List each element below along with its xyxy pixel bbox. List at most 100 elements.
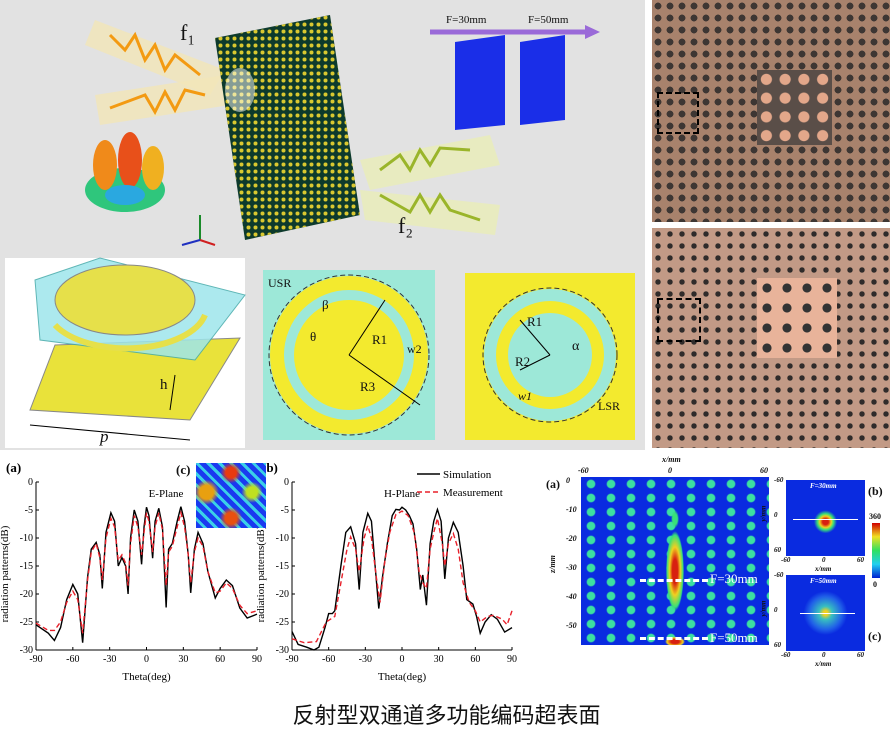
map-title: F=50mm xyxy=(810,577,837,585)
y-tick-label: 0 xyxy=(774,606,778,614)
x-tick-label: -60 xyxy=(578,466,589,475)
map-title: F=30mm xyxy=(810,482,837,490)
focus-label-30: F=30mm xyxy=(446,14,487,26)
x-tick-label: 0 xyxy=(400,654,405,665)
x-tick-label: 0 xyxy=(144,654,149,665)
x-tick-label: 60 xyxy=(760,466,768,475)
annotation-f50: F=50mm xyxy=(710,630,758,645)
theta-label: θ xyxy=(310,329,317,344)
x-tick-label: 0 xyxy=(668,466,672,475)
x-tick-label: -30 xyxy=(359,654,372,665)
x-axis-label: Theta(deg) xyxy=(122,671,171,683)
panel-label: (b) xyxy=(868,484,883,498)
y-tick-label: -10 xyxy=(566,505,577,514)
alpha-label: α xyxy=(572,339,580,354)
series-line-measurement xyxy=(291,510,513,644)
y-tick-label: 0 xyxy=(566,476,570,485)
y-axis-label: radiation patterns(dB) xyxy=(255,525,267,622)
x-tick-label: 0 xyxy=(822,556,826,564)
lsr-r1-label: R1 xyxy=(527,314,543,329)
legend-label: Measurement xyxy=(443,487,503,499)
chart-title: H-Plane xyxy=(384,488,420,500)
series-line-simulation xyxy=(291,506,513,651)
x-tick-label: -60 xyxy=(781,651,791,659)
inset-label: (c) xyxy=(176,462,191,477)
colorbar-max: 360 xyxy=(869,512,881,521)
colorbar xyxy=(872,523,880,578)
x-tick-label: -30 xyxy=(103,654,116,665)
lsr-label: LSR xyxy=(598,399,621,413)
x-tick-label: -60 xyxy=(322,654,335,665)
radiation-pattern-charts: -90 -60 -30 0 30 60 90 0 -5 -10 -15 -20 -25 -30 Theta(… xyxy=(0,460,517,683)
legend-label: Simulation xyxy=(443,469,492,481)
x-tick-label: -90 xyxy=(29,654,42,665)
colorbar-min: 0 xyxy=(873,580,877,589)
r1-label: R1 xyxy=(372,332,388,347)
fabricated-usr-photo xyxy=(652,0,890,222)
y-axis-label: radiation patterns(dB) xyxy=(0,525,11,622)
y-tick-label: -15 xyxy=(20,561,33,572)
x-tick-label: 60 xyxy=(857,651,864,659)
focusing-field-map xyxy=(581,477,769,645)
y-tick-label: -60 xyxy=(774,571,784,579)
x-tick-label: 60 xyxy=(215,654,225,665)
y-tick-label: -60 xyxy=(774,476,784,484)
y-tick-label: 0 xyxy=(774,511,778,519)
x-tick-label: 30 xyxy=(434,654,444,665)
x-tick-label: 0 xyxy=(822,651,826,659)
w2-label: w2 xyxy=(407,342,422,356)
annotation-f30: F=30mm xyxy=(710,571,758,586)
dual-channel-schematic: f₁ f₂ F=30mm F=50mm h p USR β θ R1 R3 w2… xyxy=(0,0,645,450)
panel-label: (c) xyxy=(868,629,882,643)
y-tick-label: -50 xyxy=(566,621,577,630)
y-tick-label: -5 xyxy=(25,505,33,516)
p-label: p xyxy=(100,427,109,446)
focus-label-50: F=50mm xyxy=(528,14,569,26)
usr-label: USR xyxy=(268,276,292,290)
y-tick-label: -10 xyxy=(276,533,289,544)
y-tick-label: -25 xyxy=(276,617,289,628)
y-tick-label: 60 xyxy=(774,641,781,649)
y-tick-label: -40 xyxy=(566,592,577,601)
x-tick-label: 90 xyxy=(252,654,262,665)
x-tick-label: -60 xyxy=(66,654,79,665)
x-axis-label: x/mm xyxy=(815,565,832,573)
panel-label: (a) xyxy=(546,477,560,491)
x-axis-label: Theta(deg) xyxy=(378,671,427,683)
x-axis-label: x/mm xyxy=(662,455,681,464)
chart-title: E-Plane xyxy=(149,488,184,500)
beta-label: β xyxy=(322,297,329,312)
f1-label: f₁ xyxy=(180,20,195,45)
y-tick-label: -15 xyxy=(276,561,289,572)
y-axis-label: y/mm xyxy=(759,600,768,617)
x-tick-label: 60 xyxy=(470,654,480,665)
w1-label: w1 xyxy=(518,389,533,403)
x-tick-label: -90 xyxy=(285,654,298,665)
x-tick-label: -60 xyxy=(781,556,791,564)
focus-line-30 xyxy=(640,579,708,582)
y-tick-label: 60 xyxy=(774,546,781,554)
panel-label: (a) xyxy=(6,460,21,475)
focal-plane-map-30 xyxy=(786,480,865,556)
h-label: h xyxy=(160,377,168,393)
fabricated-lsr-photo xyxy=(652,228,890,448)
x-tick-label: 60 xyxy=(857,556,864,564)
f2-label: f₂ xyxy=(398,213,413,238)
inset-field-map xyxy=(196,463,266,528)
y-tick-label: -10 xyxy=(20,533,33,544)
x-tick-label: 30 xyxy=(178,654,188,665)
y-axis-label: z/mm xyxy=(547,555,557,573)
schematic-drawing xyxy=(5,15,635,448)
y-tick-label: -25 xyxy=(20,617,33,628)
x-tick-label: 90 xyxy=(507,654,517,665)
y-tick-label: -30 xyxy=(276,645,289,656)
series-line-dashed xyxy=(35,510,258,634)
y-tick-label: -20 xyxy=(276,589,289,600)
y-tick-label: -30 xyxy=(566,563,577,572)
y-axis-label: y/mm xyxy=(759,505,768,522)
focus-line-50 xyxy=(640,637,708,640)
y-tick-label: -20 xyxy=(566,534,577,543)
y-tick-label: 0 xyxy=(28,477,33,488)
figure-caption: 反射型双通道多功能编码超表面 xyxy=(292,704,601,729)
